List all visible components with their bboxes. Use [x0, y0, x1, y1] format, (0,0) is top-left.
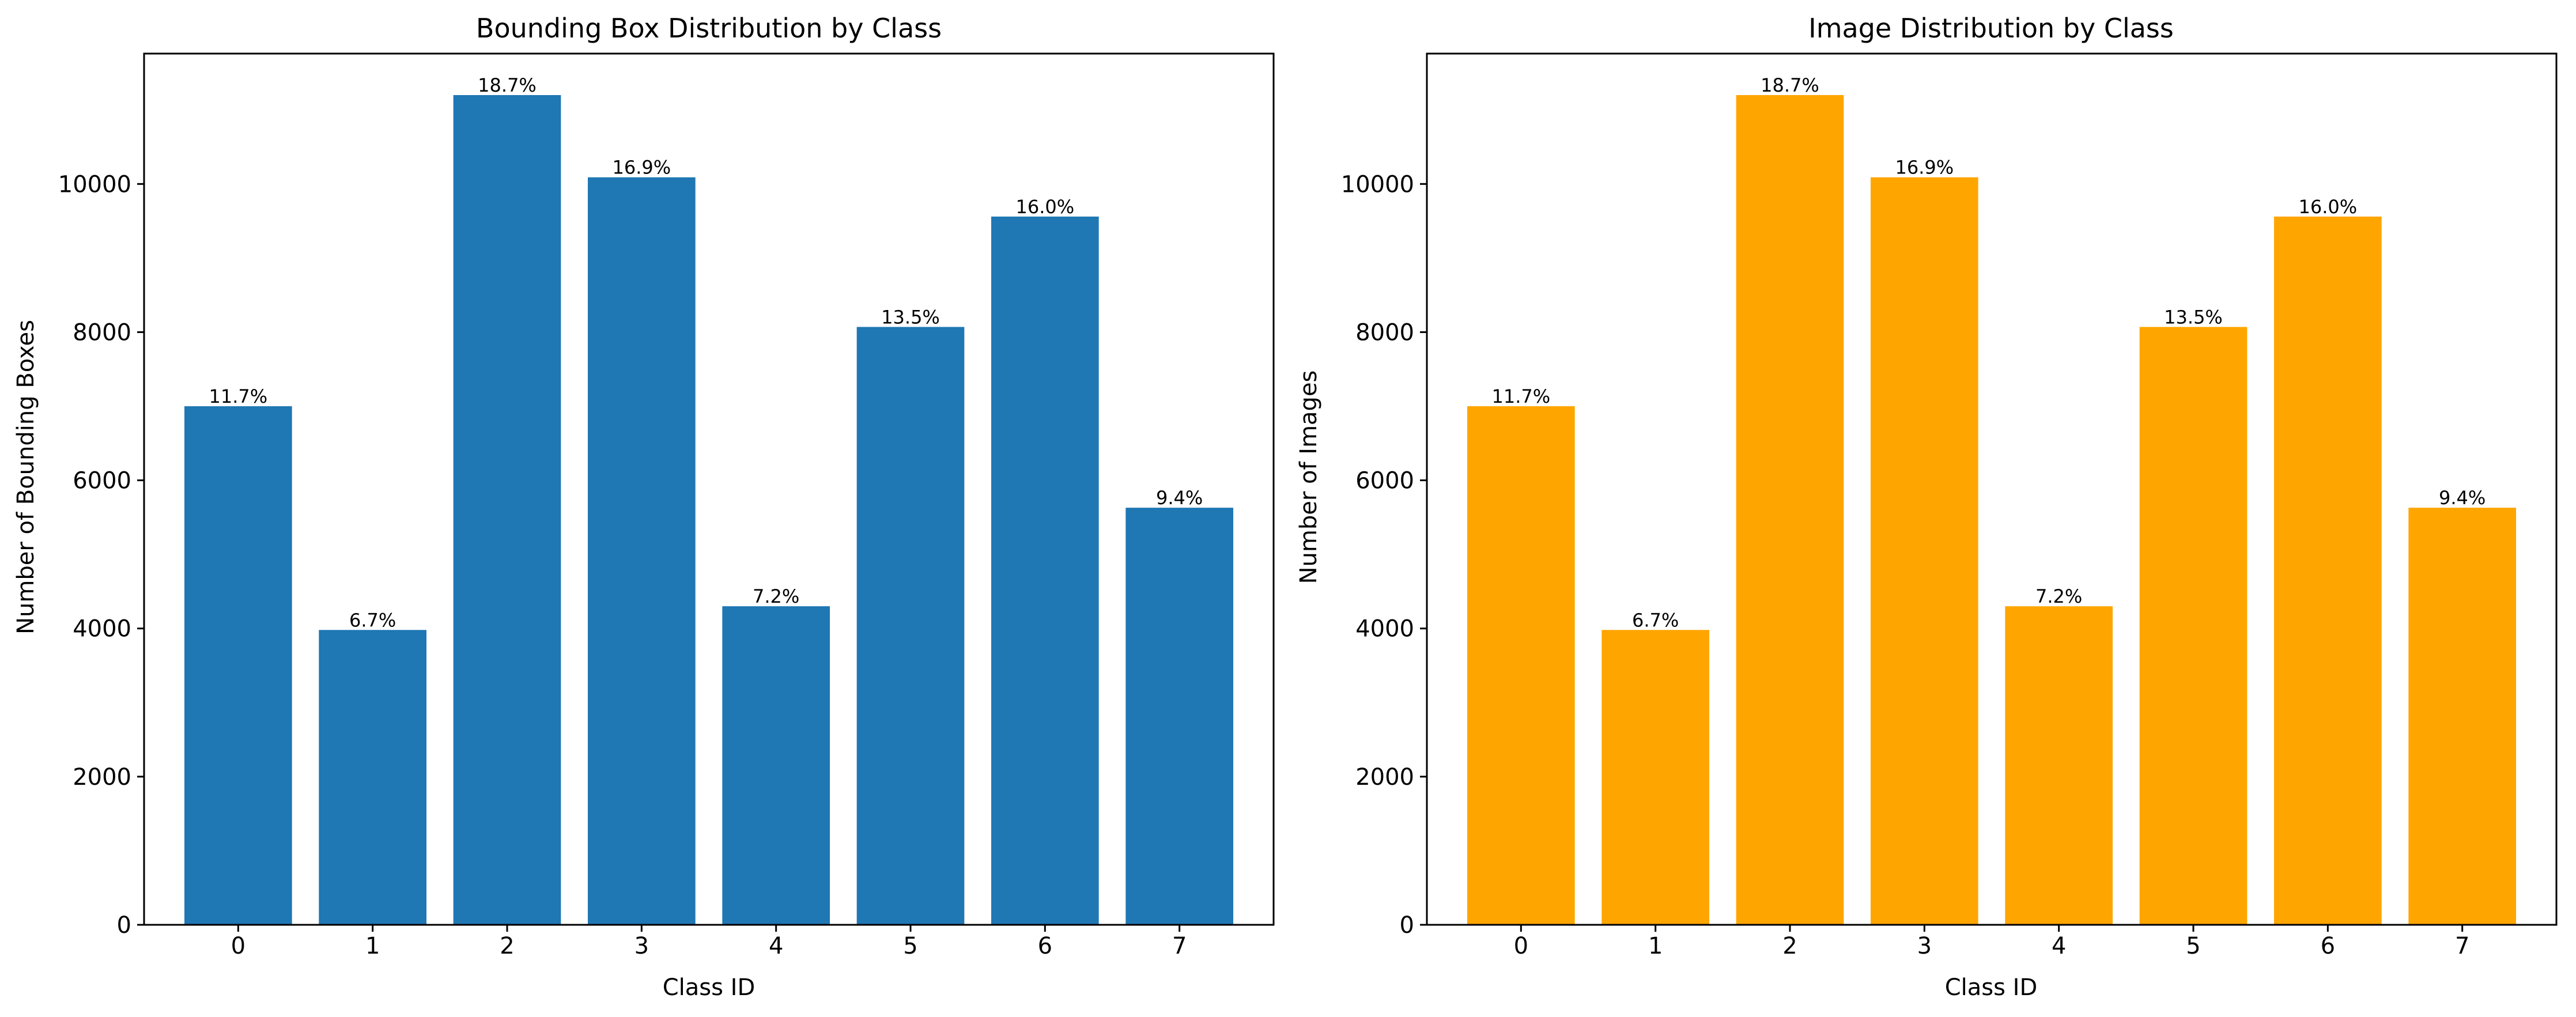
x-tick-label: 7 — [2455, 933, 2469, 959]
bar-value-label: 16.0% — [1016, 196, 1075, 218]
bar-6 — [991, 216, 1099, 925]
y-tick-label: 6000 — [1355, 468, 1414, 494]
bar-5 — [2139, 327, 2248, 925]
x-tick-label: 0 — [231, 933, 245, 959]
bar-0 — [1467, 406, 1575, 925]
y-tick-label: 8000 — [1355, 319, 1414, 346]
chart-title: Image Distribution by Class — [1808, 13, 2174, 44]
bar-1 — [1601, 630, 1709, 925]
bar-1 — [319, 630, 426, 925]
y-tick-label: 10000 — [1341, 171, 1414, 198]
y-tick-label: 10000 — [58, 171, 131, 198]
x-tick-label: 1 — [365, 933, 380, 959]
bar-value-label: 7.2% — [2035, 585, 2082, 607]
x-tick-label: 6 — [1038, 933, 1052, 959]
x-tick-label: 3 — [634, 933, 649, 959]
x-tick-label: 5 — [903, 933, 917, 959]
bounding-box-chart: Bounding Box Distribution by Class Numbe… — [13, 13, 1275, 1001]
bar-value-label: 7.2% — [753, 585, 799, 607]
y-axis-label: Number of Bounding Boxes — [13, 320, 39, 634]
bar-value-label: 6.7% — [1632, 609, 1679, 631]
chart-title: Bounding Box Distribution by Class — [476, 13, 942, 44]
bar-value-label: 13.5% — [881, 306, 940, 328]
x-tick-label: 2 — [1782, 933, 1797, 959]
bar-value-label: 16.9% — [613, 157, 671, 179]
image-chart: Image Distribution by Class Number of Im… — [1295, 13, 2558, 1001]
bar-5 — [856, 327, 965, 925]
bar-6 — [2274, 216, 2382, 925]
x-tick-label: 3 — [1917, 933, 1932, 959]
y-tick-label: 0 — [117, 912, 131, 939]
bar-2 — [453, 95, 561, 925]
y-tick-label: 4000 — [1355, 616, 1414, 642]
bar-4 — [2005, 606, 2113, 925]
bar-0 — [184, 406, 292, 925]
bar-value-label: 16.0% — [2299, 196, 2358, 218]
bar-value-label: 9.4% — [2439, 487, 2486, 509]
bar-7 — [2408, 508, 2516, 925]
x-tick-label: 6 — [2321, 933, 2335, 959]
y-tick-label: 2000 — [73, 764, 131, 791]
x-tick-label: 0 — [1514, 933, 1528, 959]
y-tick-label: 6000 — [73, 468, 131, 494]
bar-4 — [722, 606, 830, 925]
bar-value-label: 11.7% — [1492, 385, 1551, 407]
y-tick-label: 8000 — [73, 319, 131, 346]
y-tick-label: 4000 — [73, 616, 131, 642]
plot-frame — [1426, 52, 2558, 926]
x-tick-label: 1 — [1648, 933, 1663, 959]
y-axis-label: Number of Images — [1295, 370, 1322, 584]
bar-value-label: 18.7% — [478, 74, 537, 96]
bar-3 — [1871, 177, 1978, 925]
x-tick-label: 2 — [500, 933, 514, 959]
x-tick-label: 4 — [2052, 933, 2066, 959]
x-axis-label: Class ID — [663, 974, 756, 1001]
bar-value-label: 18.7% — [1761, 74, 1819, 96]
x-axis-label: Class ID — [1945, 974, 2038, 1001]
bar-value-label: 11.7% — [209, 385, 268, 407]
plot-frame — [143, 52, 1275, 926]
bar-value-label: 6.7% — [349, 609, 396, 631]
bar-2 — [1736, 95, 1844, 925]
bar-value-label: 9.4% — [1156, 487, 1203, 509]
bar-value-label: 13.5% — [2164, 306, 2223, 328]
x-tick-label: 4 — [769, 933, 783, 959]
bar-3 — [588, 177, 696, 925]
y-tick-label: 0 — [1400, 912, 1414, 939]
y-tick-label: 2000 — [1355, 764, 1414, 791]
x-tick-label: 5 — [2186, 933, 2200, 959]
bar-value-label: 16.9% — [1895, 157, 1954, 179]
bar-7 — [1125, 508, 1233, 925]
x-tick-label: 7 — [1172, 933, 1187, 959]
